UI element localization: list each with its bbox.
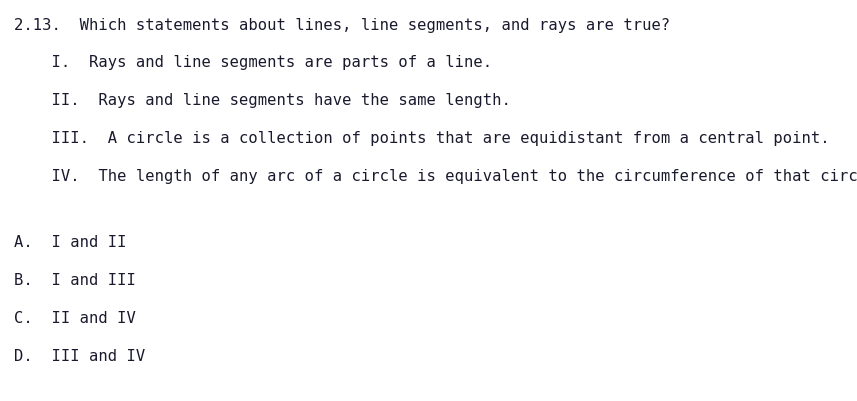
Text: I.  Rays and line segments are parts of a line.: I. Rays and line segments are parts of a… [14, 55, 492, 70]
Text: II.  Rays and line segments have the same length.: II. Rays and line segments have the same… [14, 93, 511, 108]
Text: D.  III and IV: D. III and IV [14, 348, 145, 363]
Text: 2.13.  Which statements about lines, line segments, and rays are true?: 2.13. Which statements about lines, line… [14, 18, 670, 33]
Text: B.  I and III: B. I and III [14, 272, 136, 287]
Text: IV.  The length of any arc of a circle is equivalent to the circumference of tha: IV. The length of any arc of a circle is… [14, 168, 857, 184]
Text: III.  A circle is a collection of points that are equidistant from a central poi: III. A circle is a collection of points … [14, 131, 830, 146]
Text: A.  I and II: A. I and II [14, 235, 127, 249]
Text: C.  II and IV: C. II and IV [14, 310, 136, 325]
